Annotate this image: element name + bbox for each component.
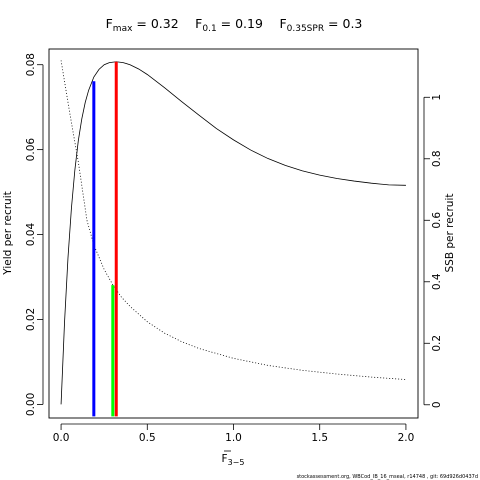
x-tick-label: 2.0 (398, 432, 415, 444)
y-axis-left-label: Yield per recruit (2, 191, 14, 275)
chart-title: Fmax = 0.32 F0.1 = 0.19 F0.35SPR = 0.3 (106, 16, 363, 34)
y-right-tick-label: 1 (431, 94, 443, 101)
y-axis-right-label: SSB per recruit (444, 194, 456, 273)
y-axis-right: 0 0.2 0.4 0.6 0.8 1 (423, 94, 443, 408)
y-right-tick-label: 0.4 (431, 273, 443, 290)
y-left-tick-label: 0.00 (25, 393, 37, 416)
plot-area (60, 60, 406, 417)
yield-per-recruit-line (60, 61, 406, 405)
y-left-tick-label: 0.04 (25, 223, 37, 247)
y-right-tick-label: 0.6 (431, 212, 443, 229)
y-right-tick-label: 0 (431, 401, 443, 408)
x-axis-label: F3−5 (222, 453, 245, 467)
x-tick-label: 0.5 (139, 432, 156, 444)
y-left-tick-label: 0.06 (25, 138, 37, 162)
x-tick-label: 0.0 (53, 432, 70, 444)
plot-frame (48, 48, 419, 419)
y-right-tick-label: 0.8 (431, 150, 443, 167)
y-left-tick-label: 0.08 (25, 53, 37, 76)
x-tick-label: 1.5 (311, 432, 328, 444)
y-axis-left: 0.00 0.02 0.04 0.06 0.08 (25, 53, 44, 416)
ssb-per-recruit-line (60, 60, 406, 380)
y-right-tick-label: 0.2 (431, 335, 443, 352)
footer-note: stockassessment.org, WBCod_IB_16_mseal, … (297, 474, 478, 480)
y-left-tick-label: 0.02 (25, 308, 37, 331)
x-tick-label: 1.0 (225, 432, 242, 444)
x-axis: 0.0 0.5 1.0 1.5 2.0 (53, 423, 415, 444)
